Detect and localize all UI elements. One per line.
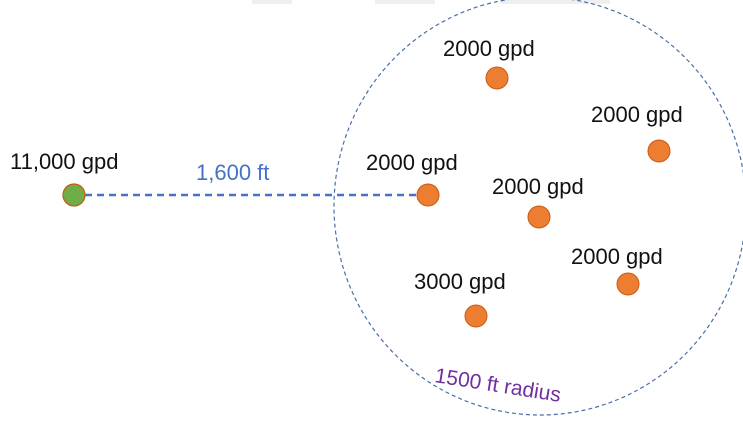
nearby-well-top-label: 2000 gpd [443, 36, 535, 61]
nearby-well-bottom [464, 304, 488, 328]
nearby-well-center [416, 183, 440, 207]
top-strip-mid [375, 0, 435, 4]
source-well [62, 183, 86, 207]
nearby-well-lower-right-label: 2000 gpd [571, 244, 663, 269]
nearby-well-center-label: 2000 gpd [366, 150, 458, 175]
source-well-label: 11,000 gpd [10, 149, 118, 174]
nearby-well-middle [527, 205, 551, 229]
top-strip-right [500, 0, 610, 4]
distance-label: 1,600 ft [196, 160, 269, 185]
radius-circle [333, 0, 743, 416]
top-strip-left [252, 0, 292, 4]
radius-label: 1500 ft radius [433, 364, 562, 407]
nearby-well-top [485, 66, 509, 90]
nearby-well-lower-right [616, 272, 640, 296]
nearby-well-middle-label: 2000 gpd [492, 174, 584, 199]
nearby-well-right-label: 2000 gpd [591, 102, 683, 127]
nearby-well-right [647, 139, 671, 163]
nearby-well-bottom-label: 3000 gpd [414, 269, 506, 294]
